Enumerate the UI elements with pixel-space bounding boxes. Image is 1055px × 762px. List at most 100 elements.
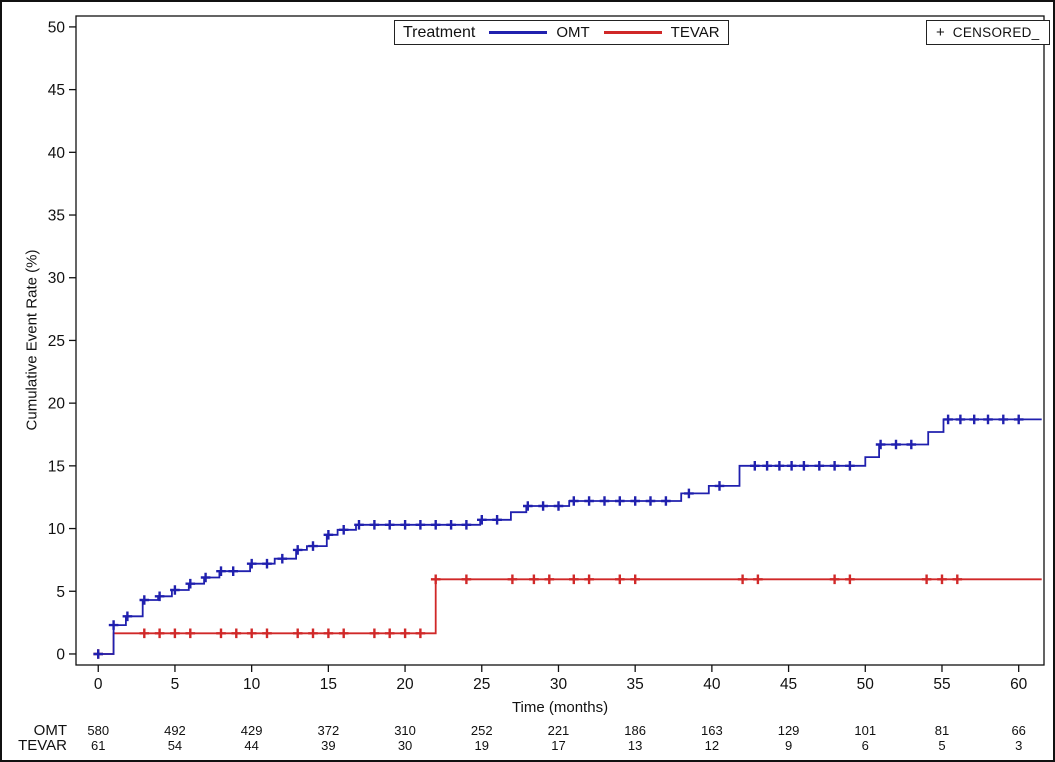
censor-plus-icon: + (936, 24, 945, 41)
y-tick-label: 0 (56, 646, 65, 663)
omt-censor-mark-icon (154, 591, 165, 602)
omt-censor-mark-icon (762, 461, 772, 471)
y-tick-label: 15 (48, 458, 65, 475)
tevar-censor-mark-icon (369, 628, 380, 639)
tevar-censor-mark-icon (246, 628, 257, 639)
x-tick-label: 0 (94, 676, 103, 693)
omt-censor-mark-icon (799, 461, 809, 471)
omt-censor-mark-icon (615, 496, 625, 506)
tevar-censor-mark-icon (845, 574, 855, 585)
y-tick-label: 45 (48, 82, 65, 99)
y-tick-label: 30 (48, 270, 66, 287)
legend-title: Treatment (403, 23, 476, 41)
at-risk-count: 129 (777, 723, 800, 738)
tevar-censor-mark-icon (170, 628, 180, 639)
tevar-censor-mark-icon (584, 574, 594, 585)
omt-censor-mark-icon (714, 481, 725, 491)
omt-censor-mark-icon (400, 520, 410, 530)
x-tick-label: 30 (550, 676, 568, 693)
omt-censor-mark-icon (998, 414, 1009, 425)
at-risk-count: 9 (784, 738, 793, 753)
omt-line-sample-icon (489, 31, 548, 34)
tevar-censor-mark-icon (154, 628, 165, 639)
x-tick-label: 35 (627, 676, 644, 693)
omt-censor-mark-icon (814, 461, 825, 471)
tevar-step-curve (98, 578, 1042, 655)
omt-censor-mark-icon (829, 461, 840, 471)
at-risk-count: 6 (861, 738, 869, 753)
tevar-censor-mark-icon (185, 628, 196, 639)
omt-censor-mark-icon (446, 520, 456, 530)
tevar-censor-mark-icon (415, 628, 426, 639)
omt-censor-mark-icon (308, 541, 318, 551)
omt-censor-mark-icon (599, 496, 610, 506)
omt-censor-mark-icon (750, 461, 760, 471)
omt-censor-mark-icon (216, 566, 226, 576)
omt-censor-mark-icon (538, 501, 548, 511)
omt-censor-mark-icon (774, 461, 785, 471)
at-risk-count: 252 (470, 723, 493, 738)
tevar-censor-mark-icon (338, 628, 349, 639)
at-risk-row-omt: OMT 580 492 429 372 310 252 221 186 163 129 101 81 6… (2, 722, 1053, 739)
tevar-censor-mark-icon (829, 574, 840, 585)
tevar-censor-mark-icon (529, 574, 539, 585)
omt-censor-mark-icon (477, 515, 487, 525)
omt-censor-mark-icon (200, 572, 211, 583)
omt-censor-mark-icon (523, 501, 533, 511)
at-risk-count: 12 (704, 738, 720, 753)
tevar-censor-mark-icon (952, 574, 963, 585)
at-risk-count: 30 (397, 738, 413, 753)
omt-censor-mark-icon (875, 439, 886, 450)
at-risk-count: 44 (244, 738, 259, 753)
at-risk-count: 310 (394, 723, 416, 738)
y-tick-label: 50 (48, 19, 66, 36)
at-risk-count: 61 (91, 738, 106, 753)
omt-censor-mark-icon (983, 414, 993, 425)
tevar-censor-mark-icon (292, 628, 303, 639)
at-risk-count: 492 (164, 723, 186, 738)
at-risk-count: 101 (854, 723, 877, 738)
omt-censor-mark-icon (955, 414, 966, 425)
x-tick-label: 55 (933, 676, 950, 693)
at-risk-count: 5 (938, 738, 946, 753)
omt-censor-mark-icon (93, 649, 103, 659)
omt-censor-mark-icon (228, 566, 238, 576)
omt-censor-mark-icon (630, 496, 640, 506)
omt-censor-mark-icon (430, 520, 441, 530)
x-tick-label: 60 (1010, 676, 1028, 693)
omt-censor-mark-icon (584, 496, 594, 506)
omt-censor-mark-icon (569, 496, 579, 506)
tevar-censor-mark-icon (737, 574, 748, 585)
omt-censor-mark-icon (684, 488, 694, 499)
omt-censor-mark-icon (108, 620, 119, 630)
x-tick-label: 50 (857, 676, 875, 693)
y-tick-label: 35 (48, 208, 65, 225)
x-tick-label: 5 (171, 676, 180, 693)
x-tick-label: 40 (703, 676, 721, 693)
tevar-censor-mark-icon (384, 628, 395, 639)
omt-censor-mark-icon (354, 520, 364, 530)
at-risk-count: 13 (627, 738, 643, 753)
x-tick-label: 15 (320, 676, 337, 693)
at-risk-count: 221 (547, 723, 570, 738)
at-risk-count: 39 (321, 738, 336, 753)
tevar-censor-mark-icon (569, 574, 579, 585)
at-risk-row-label: OMT (33, 722, 67, 739)
omt-censor-mark-icon (891, 439, 901, 450)
at-risk-count: 3 (1015, 738, 1023, 753)
omt-censor-mark-icon (553, 501, 564, 511)
tevar-censor-mark-icon (216, 628, 226, 639)
omt-censor-mark-icon (461, 520, 472, 530)
at-risk-count: 429 (240, 723, 263, 738)
omt-censor-mark-icon (1013, 414, 1024, 425)
treatment-legend: Treatment OMT TEVAR (394, 20, 729, 45)
censored-label: CENSORED_ (952, 25, 1040, 40)
omt-censor-mark-icon (323, 530, 334, 540)
at-risk-count: 19 (474, 738, 489, 753)
omt-censor-mark-icon (845, 461, 855, 471)
y-tick-label: 5 (56, 584, 65, 601)
omt-censor-mark-icon (492, 515, 502, 525)
tevar-censor-mark-icon (323, 628, 334, 639)
tevar-censor-mark-icon (507, 574, 518, 585)
